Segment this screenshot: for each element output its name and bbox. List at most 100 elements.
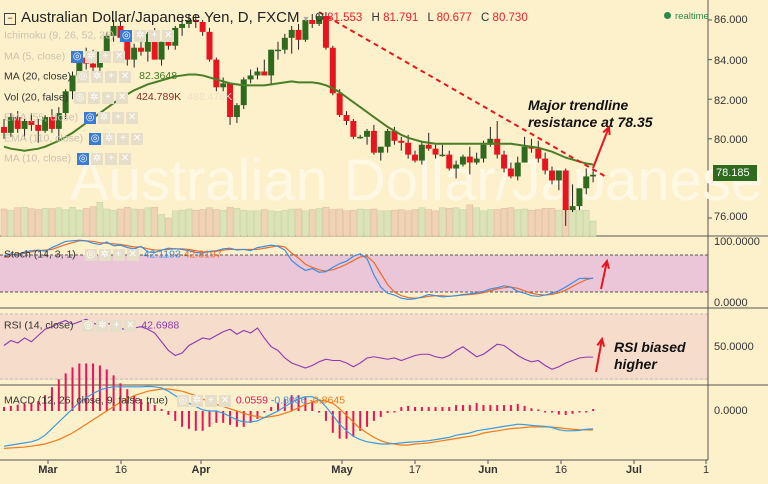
trendline [318,11,608,179]
visibility-icon[interactable]: ◎ [120,30,133,42]
gear-icon[interactable]: ✲ [134,30,147,42]
candle-body [48,117,55,129]
stoch-legend[interactable]: Stoch (14, 3, 1) ◎ ✲ + ✕ 42.1193 42.8197 [4,248,222,261]
gear-icon[interactable]: ✲ [96,320,109,332]
volume-bars [0,202,597,237]
chart-title[interactable]: − Australian Dollar/Japanese Yen, D, FXCM… [4,9,309,26]
candle-body [275,49,281,52]
visibility-icon[interactable]: ◎ [84,249,97,261]
gear-icon[interactable]: ✲ [98,112,111,124]
realtime-status: realtime [664,11,709,22]
volume-bar [507,207,515,237]
plus-icon[interactable]: + [105,71,118,83]
macd-label: MACD (12, 26, close, 9, false, true) [4,394,168,407]
volume-bar [199,209,206,237]
volume-bar [452,207,460,237]
last-price-tag: 78.185 [713,165,757,181]
volume-bar [219,209,227,237]
candle-body [213,59,220,88]
rsi-buttons: ◎ ✲ + ✕ [82,319,138,332]
annotation-line: Major trendline [528,97,629,113]
candle-body [576,188,583,207]
candle-body [110,25,117,36]
candle-body [28,120,35,125]
close-icon[interactable]: ✕ [119,153,132,165]
indicator-legend-item[interactable]: MA (5, close) ◎ ✲ + ✕ [4,50,127,63]
candle-body [302,20,309,40]
close-icon[interactable]: ✕ [119,71,132,83]
volume-bar [260,209,268,237]
plus-icon[interactable]: + [204,395,217,407]
volume-bar [130,208,138,237]
plus-icon[interactable]: + [117,133,130,145]
close-icon[interactable]: ✕ [116,92,129,104]
indicator-legend-item[interactable]: Ichimoku (9, 26, 52, 26) ◎ ✲ + ✕ [4,29,176,42]
candle-body [55,113,62,129]
indicator-buttons: ◎ ✲ + ✕ [84,111,140,124]
volume-bar [370,208,378,237]
volume-bar [110,209,117,237]
close-icon[interactable]: ✕ [131,133,144,145]
candle-body [288,29,295,38]
visibility-icon[interactable]: ◎ [74,92,87,104]
volume-bar [247,210,254,237]
candle-body [172,27,179,46]
volume-bar [7,209,15,237]
plus-icon[interactable]: + [112,112,125,124]
gear-icon[interactable]: ✲ [88,92,101,104]
open-label: O [315,12,324,24]
volume-bar [473,207,480,237]
gear-icon[interactable]: ✲ [91,71,104,83]
indicator-legend-item[interactable]: EMA (55, close) ◎ ✲ + ✕ [4,111,140,124]
gear-icon[interactable]: ✲ [98,249,111,261]
visibility-icon[interactable]: ◎ [77,71,90,83]
gear-icon[interactable]: ✲ [91,153,104,165]
macd-hist-value: 0.0559 [235,394,268,407]
rsi-arrow-head [596,336,606,347]
volume-bar [151,206,158,237]
gear-icon[interactable]: ✲ [85,51,98,63]
close-icon[interactable]: ✕ [124,320,137,332]
visibility-icon[interactable]: ◎ [176,395,189,407]
rsi-legend[interactable]: RSI (14, close) ◎ ✲ + ✕ 42.6988 [4,319,179,332]
visibility-icon[interactable]: ◎ [84,112,97,124]
collapse-icon[interactable]: − [4,13,16,25]
indicator-legend-item[interactable]: MA (20, close) ◎ ✲ + ✕ 82.3648 [4,70,177,83]
visibility-icon[interactable]: ◎ [77,153,90,165]
indicator-legend-item[interactable]: EMA (110, close) ◎ ✲ + ✕ [4,132,145,145]
rsi-label: RSI (14, close) [4,319,74,332]
close-icon[interactable]: ✕ [162,30,175,42]
macd-tick: 0.0000 [714,405,748,417]
gear-icon[interactable]: ✲ [103,133,116,145]
stoch-arrow [600,260,608,290]
close-icon[interactable]: ✕ [126,112,139,124]
visibility-icon[interactable]: ◎ [89,133,102,145]
close-icon[interactable]: ✕ [218,395,231,407]
plus-icon[interactable]: + [99,51,112,63]
stoch-band [0,255,708,292]
volume-bar [28,208,35,237]
macd-legend[interactable]: MACD (12, 26, close, 9, false, true) ◎ ✲ +… [4,394,345,407]
plus-icon[interactable]: + [112,249,125,261]
indicator-legend-item[interactable]: MA (10, close) ◎ ✲ + ✕ [4,152,133,165]
indicator-legend-item[interactable]: Vol (20, false) ◎ ✲ + ✕ 424.789K 488.476K [4,91,232,104]
close-icon[interactable]: ✕ [126,249,139,261]
gear-icon[interactable]: ✲ [190,395,203,407]
volume-bar [0,208,8,237]
visibility-icon[interactable]: ◎ [82,320,95,332]
indicator-label: Vol (20, false) [4,91,69,104]
candle-body [514,162,521,177]
candle-body [268,49,275,76]
close-icon[interactable]: ✕ [113,51,126,63]
volume-bar [124,206,131,237]
candle-body [521,146,528,163]
candle-body [494,138,501,155]
plus-icon[interactable]: + [105,153,118,165]
candle-body [295,29,302,40]
plus-icon[interactable]: + [148,30,161,42]
plus-icon[interactable]: + [110,320,123,332]
plus-icon[interactable]: + [102,92,115,104]
chevron-down-icon[interactable]: ▾ [303,14,309,25]
visibility-icon[interactable]: ◎ [71,51,84,63]
